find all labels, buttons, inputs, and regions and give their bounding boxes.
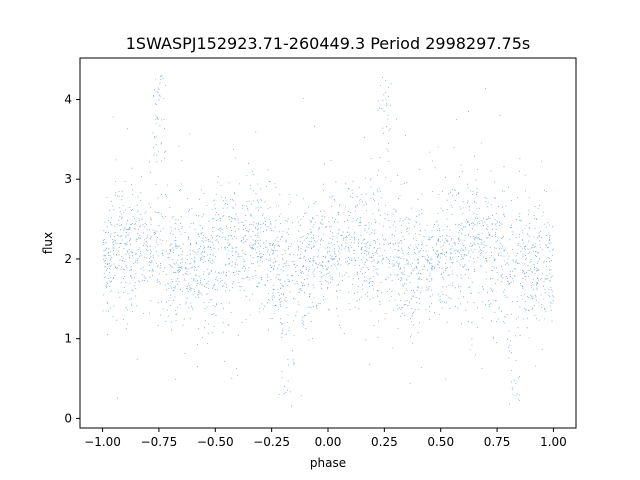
- x-tick-label: 1.00: [540, 435, 567, 449]
- y-tick-label: 1: [64, 332, 72, 346]
- x-tick-label: −1.00: [84, 435, 121, 449]
- data-points: [102, 75, 555, 407]
- x-axis: −1.00 −0.75 −0.50 −0.25 0.00 0.25 0.50 0.75 1.00: [84, 428, 567, 449]
- x-tick-label: 0.50: [427, 435, 454, 449]
- x-axis-label: phase: [310, 456, 346, 470]
- y-tick-label: 4: [64, 92, 72, 106]
- x-tick-label: −0.25: [253, 435, 290, 449]
- y-axis-label: flux: [41, 232, 55, 254]
- x-tick-label: 0.75: [484, 435, 511, 449]
- scatter-points: [102, 75, 555, 407]
- y-tick-label: 2: [64, 252, 72, 266]
- y-tick-label: 0: [64, 411, 72, 425]
- x-tick-label: 0.00: [315, 435, 342, 449]
- y-axis: 0 1 2 3 4: [64, 92, 80, 425]
- x-tick-label: 0.25: [371, 435, 398, 449]
- x-tick-label: −0.50: [197, 435, 234, 449]
- chart-title: 1SWASPJ152923.71-260449.3 Period 2998297…: [126, 34, 531, 53]
- y-tick-label: 3: [64, 172, 72, 186]
- x-tick-label: −0.75: [141, 435, 178, 449]
